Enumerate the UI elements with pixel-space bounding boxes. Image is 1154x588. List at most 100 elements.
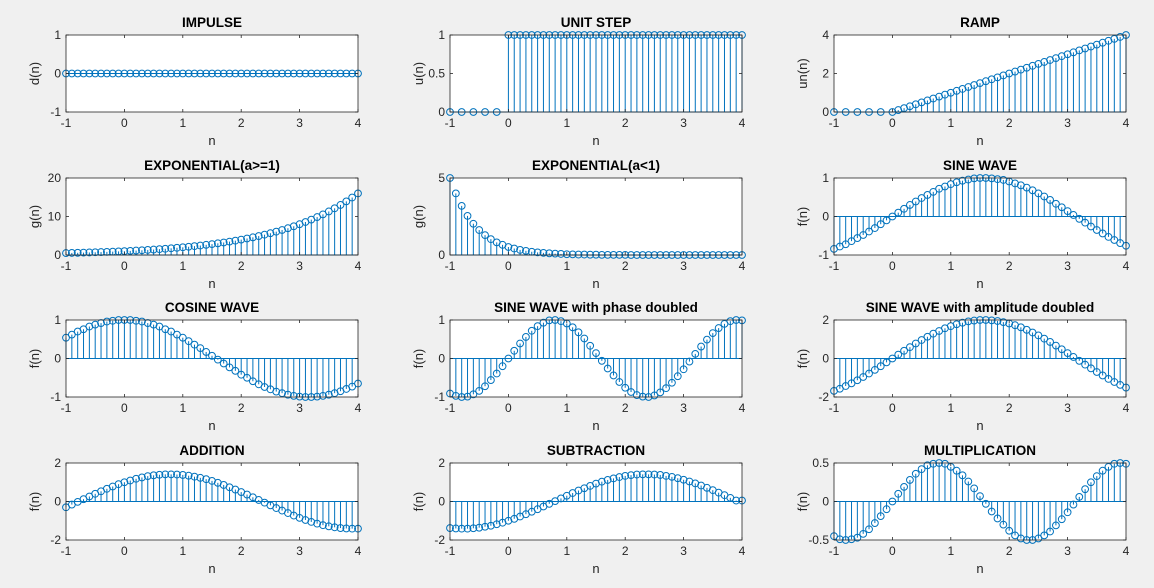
y-axis-label: g(n) [27, 205, 42, 228]
stem-marker [952, 466, 961, 475]
x-tick-label: 2 [622, 401, 629, 415]
stem-marker [882, 216, 891, 225]
stem-marker [870, 519, 879, 527]
stem-marker [231, 69, 240, 78]
stem-marker [184, 69, 193, 78]
stem-marker [307, 69, 316, 78]
stem-marker [510, 346, 519, 355]
stem-marker [167, 470, 176, 479]
x-tick-label: 1 [179, 401, 186, 415]
stem-marker [1052, 341, 1060, 350]
stem-marker [475, 226, 484, 234]
y-tick-label: -2 [818, 390, 829, 404]
stem-marker [91, 248, 100, 257]
subplot-title: SUBTRACTION [547, 443, 645, 458]
stem-marker [278, 226, 286, 234]
x-tick-label: 0 [889, 259, 896, 273]
y-tick-label: -1 [434, 390, 445, 404]
subplot-title: RAMP [960, 15, 1000, 30]
stem-marker [301, 69, 310, 78]
stem-marker [79, 69, 88, 78]
y-tick-label: 0 [822, 210, 829, 224]
subplot-1: -1 0 1 2 3 4 -1 0 1 IMPULSE n d(n) [27, 15, 362, 148]
x-tick-label: 2 [1006, 116, 1013, 130]
y-tick-label: 1 [54, 313, 61, 327]
stem-marker [463, 211, 472, 220]
stem-marker [213, 355, 222, 364]
stem-marker [457, 524, 466, 533]
stem-marker [917, 336, 926, 344]
stem-marker [319, 391, 327, 400]
y-tick-label: 0 [54, 67, 61, 81]
stem-marker [673, 372, 682, 381]
stem-marker [679, 475, 688, 484]
stem-marker [952, 178, 961, 187]
y-tick-label: 4 [822, 28, 829, 42]
x-axis-label: n [208, 561, 215, 576]
x-tick-label: 3 [1064, 401, 1071, 415]
stem-marker [923, 191, 932, 199]
stem-marker [254, 69, 263, 78]
stem-marker [964, 477, 973, 486]
y-tick-label: 0 [822, 495, 829, 509]
stem-marker [143, 69, 152, 78]
x-tick-label: 0 [889, 544, 896, 558]
x-tick-label: 2 [238, 401, 245, 415]
x-tick-label: -1 [61, 116, 72, 130]
x-tick-label: 0 [505, 401, 512, 415]
stem-marker [632, 470, 641, 479]
stem-marker [289, 69, 298, 78]
stem-marker [859, 231, 868, 239]
x-tick-label: 1 [179, 544, 186, 558]
stem-marker [545, 249, 554, 258]
stem-marker [557, 250, 565, 258]
stem-marker [923, 332, 932, 341]
subplot-title: SINE WAVE [943, 158, 1017, 173]
stem-marker [108, 316, 117, 325]
stem-marker [155, 69, 164, 78]
stem-marker [1081, 485, 1090, 494]
stem-marker [708, 329, 717, 337]
stem-marker [958, 176, 967, 185]
x-tick-label: -1 [445, 401, 456, 415]
stem-marker [231, 366, 240, 375]
x-tick-label: 2 [1006, 544, 1013, 558]
y-tick-label: 0 [438, 248, 445, 262]
x-tick-label: 4 [739, 116, 746, 130]
stem-marker [132, 316, 140, 325]
y-axis-label: g(n) [411, 205, 426, 228]
stem-marker [219, 238, 228, 247]
stem-marker [865, 227, 873, 236]
stem-marker [196, 473, 205, 482]
x-tick-label: -1 [61, 401, 72, 415]
x-tick-label: 2 [238, 116, 245, 130]
stem-marker [202, 348, 211, 356]
x-tick-label: 0 [505, 544, 512, 558]
stem-marker [324, 522, 333, 531]
stem-marker [481, 382, 489, 391]
x-tick-label: 3 [1064, 544, 1071, 558]
y-tick-label: 0 [822, 105, 829, 119]
x-axis-label: n [976, 561, 983, 576]
stem-marker [562, 250, 571, 259]
stem-marker [876, 512, 885, 521]
x-axis-label: n [208, 276, 215, 291]
stem-marker [1092, 368, 1101, 376]
stem-marker [917, 194, 926, 202]
stem-marker [516, 339, 524, 348]
stem-marker [894, 350, 903, 359]
stem-marker [213, 239, 222, 248]
stem-marker [668, 378, 676, 387]
stem-marker [231, 236, 240, 245]
stem-marker [278, 389, 286, 398]
stem-marker [202, 240, 211, 249]
x-tick-label: 4 [1123, 116, 1130, 130]
stem-marker [167, 69, 176, 78]
stem-marker [324, 390, 333, 399]
stem-marker [627, 388, 635, 396]
x-axis-label: n [208, 133, 215, 148]
stem-marker [348, 382, 357, 391]
stem-marker [906, 476, 914, 484]
stem-marker [243, 373, 251, 382]
stem-marker [481, 522, 489, 531]
